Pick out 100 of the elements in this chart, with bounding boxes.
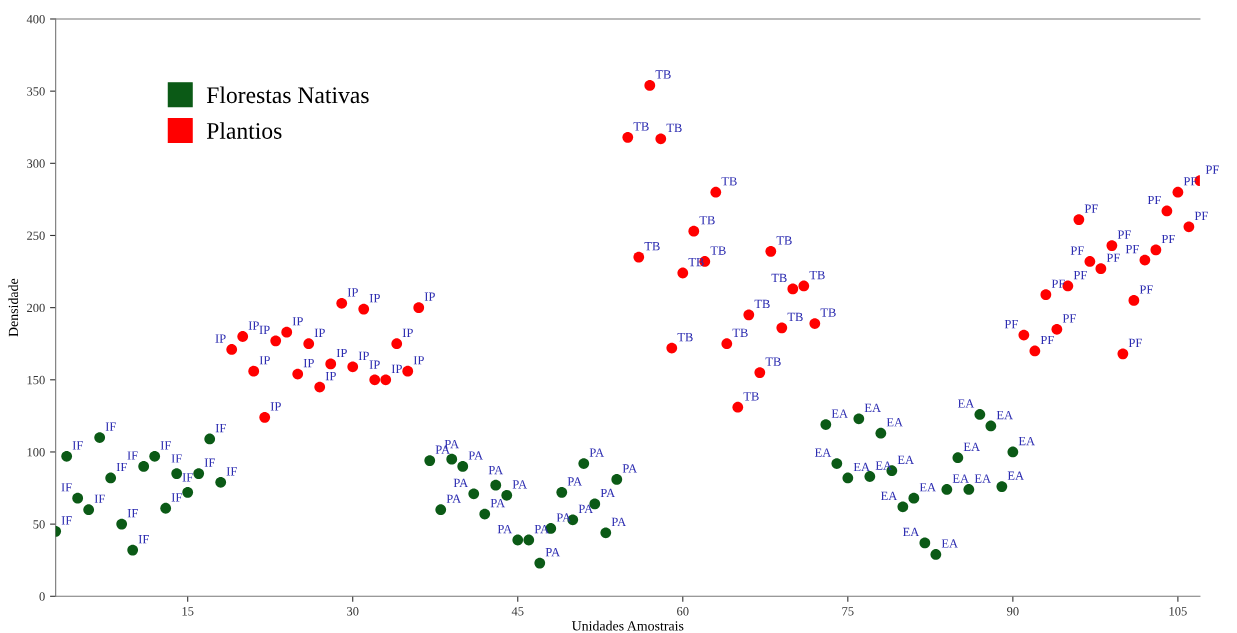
y-tick-label: 100 bbox=[27, 447, 45, 457]
annotation: PA bbox=[589, 448, 605, 457]
point bbox=[963, 484, 975, 495]
annotation: EA bbox=[880, 491, 898, 500]
annotation: IF bbox=[204, 458, 215, 467]
point bbox=[864, 471, 876, 482]
annotation: IF bbox=[61, 483, 72, 492]
annotation: TB bbox=[820, 308, 836, 317]
annotation: IP bbox=[314, 328, 325, 337]
point bbox=[1018, 329, 1030, 341]
point bbox=[732, 401, 744, 413]
annotation: TB bbox=[765, 357, 781, 366]
annotation: IF bbox=[171, 493, 182, 502]
point bbox=[237, 331, 249, 342]
x-axis-title: Unidades Amostrais bbox=[571, 620, 684, 631]
point bbox=[578, 458, 590, 469]
annotation: EA bbox=[952, 474, 969, 483]
annotation: PF bbox=[1040, 335, 1054, 345]
annotation: TB bbox=[699, 216, 715, 225]
point bbox=[435, 504, 447, 516]
point bbox=[1139, 254, 1151, 266]
point bbox=[897, 501, 909, 513]
point bbox=[644, 80, 656, 91]
annotation: TB bbox=[776, 236, 792, 245]
annotation: TB bbox=[644, 242, 660, 251]
point bbox=[1106, 240, 1118, 251]
point bbox=[105, 472, 117, 484]
point bbox=[204, 433, 216, 445]
point bbox=[1040, 289, 1052, 301]
point bbox=[512, 534, 524, 546]
annotation: EA bbox=[957, 399, 975, 408]
annotation: IF bbox=[171, 454, 182, 463]
point bbox=[776, 322, 788, 334]
annotation: IF bbox=[138, 535, 149, 544]
annotation: IP bbox=[336, 348, 347, 358]
annotation: IP bbox=[391, 364, 402, 373]
annotation: PF bbox=[1139, 285, 1153, 294]
annotation: IP bbox=[248, 321, 259, 330]
annotation: PA bbox=[446, 494, 462, 503]
annotation: PF bbox=[1128, 338, 1142, 347]
point bbox=[908, 492, 920, 504]
annotation: IP bbox=[358, 351, 369, 360]
x-tick-label: 105 bbox=[1169, 607, 1187, 616]
point bbox=[259, 411, 271, 423]
point bbox=[1084, 256, 1096, 267]
annotation: IP bbox=[292, 317, 303, 326]
annotation: TB bbox=[710, 246, 726, 255]
annotation: EA bbox=[875, 461, 892, 470]
annotation: PA bbox=[545, 548, 561, 557]
x-tick-label: 90 bbox=[1007, 607, 1019, 616]
annotation: PF bbox=[1147, 195, 1161, 205]
annotation: PF bbox=[1125, 245, 1139, 254]
point bbox=[996, 481, 1008, 492]
point bbox=[1128, 295, 1140, 306]
annotation: IF bbox=[116, 462, 127, 472]
point bbox=[666, 342, 678, 354]
point bbox=[325, 358, 337, 370]
point bbox=[930, 549, 942, 560]
point bbox=[501, 489, 513, 501]
annotation: IP bbox=[259, 325, 270, 334]
annotation: EA bbox=[864, 403, 881, 412]
point bbox=[94, 432, 106, 443]
point bbox=[83, 504, 95, 516]
point bbox=[171, 468, 183, 479]
annotation: PF bbox=[1117, 230, 1131, 239]
y-tick-label: 300 bbox=[27, 159, 45, 168]
point bbox=[391, 338, 403, 350]
point bbox=[248, 365, 260, 377]
point bbox=[1150, 244, 1162, 256]
y-tick-label: 50 bbox=[33, 520, 45, 529]
annotation: IP bbox=[369, 360, 380, 369]
point bbox=[468, 488, 480, 500]
point bbox=[677, 267, 689, 279]
point bbox=[787, 283, 799, 295]
point bbox=[655, 133, 667, 145]
annotation: TB bbox=[732, 328, 748, 337]
point bbox=[952, 452, 964, 464]
point bbox=[1095, 263, 1107, 275]
point bbox=[919, 537, 931, 549]
point bbox=[556, 486, 568, 498]
annotation: EA bbox=[897, 455, 914, 464]
y-tick-label: 400 bbox=[26, 15, 45, 24]
annotation: IF bbox=[94, 494, 105, 503]
annotation: EA bbox=[1018, 436, 1035, 446]
annotation: EA bbox=[1007, 471, 1024, 480]
point bbox=[380, 374, 392, 386]
annotation: TB bbox=[809, 270, 825, 280]
annotation: PF bbox=[1106, 253, 1120, 262]
point bbox=[303, 338, 315, 350]
annotation: IF bbox=[127, 451, 138, 460]
point bbox=[270, 335, 282, 347]
annotation: PA bbox=[611, 517, 627, 526]
annotation: IP bbox=[303, 359, 314, 368]
x-tick-label: 45 bbox=[511, 607, 524, 616]
annotation: PF bbox=[1205, 165, 1219, 174]
annotation: EA bbox=[902, 527, 920, 537]
point bbox=[160, 502, 172, 514]
annotation: EA bbox=[886, 418, 903, 427]
y-tick-label: 350 bbox=[27, 87, 45, 96]
annotation: IF bbox=[215, 423, 226, 433]
